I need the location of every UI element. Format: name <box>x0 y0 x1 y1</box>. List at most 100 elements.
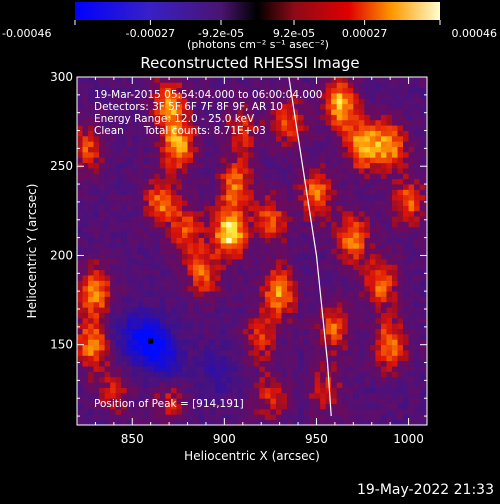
heatmap-cell <box>209 392 216 399</box>
heatmap-cell <box>93 226 100 233</box>
heatmap-cell <box>275 151 282 158</box>
heatmap-cell <box>397 307 404 313</box>
heatmap-cell <box>392 392 398 399</box>
heatmap-cell <box>204 387 211 394</box>
heatmap-cell <box>209 344 216 351</box>
heatmap-cell <box>198 232 205 239</box>
heatmap-cell <box>414 87 421 94</box>
heatmap-cell <box>82 360 89 367</box>
heatmap-cell <box>165 387 172 394</box>
heatmap-cell <box>88 382 94 388</box>
heatmap-cell <box>419 253 426 260</box>
heatmap-cell <box>298 93 304 99</box>
heatmap-cell <box>403 398 409 404</box>
heatmap-cell <box>386 184 393 190</box>
heatmap-cell <box>193 151 199 158</box>
heatmap-cell <box>231 307 238 313</box>
heatmap-cell <box>126 221 133 228</box>
heatmap-cell <box>88 323 94 330</box>
heatmap-cell <box>248 259 255 265</box>
heatmap-cell <box>298 221 304 228</box>
heatmap-cell <box>143 269 150 276</box>
heatmap-cell <box>264 119 271 126</box>
heatmap-cell <box>253 360 260 367</box>
heatmap-cell <box>198 216 205 222</box>
heatmap-cell <box>126 130 133 137</box>
heatmap-cell <box>209 291 216 297</box>
heatmap-cell <box>369 382 376 388</box>
heatmap-cell <box>408 200 415 206</box>
heatmap-cell <box>176 237 183 244</box>
heatmap-cell <box>193 317 199 324</box>
heatmap-cell <box>148 109 155 115</box>
heatmap-cell <box>259 350 266 356</box>
heatmap-cell <box>226 125 233 131</box>
heatmap-cell <box>143 398 150 404</box>
heatmap-cell <box>364 371 371 378</box>
heatmap-cell <box>331 328 338 335</box>
heatmap-cell <box>303 194 310 201</box>
heatmap-cell <box>198 328 205 335</box>
heatmap-cell <box>176 141 183 147</box>
heatmap-cell <box>226 109 233 115</box>
heatmap-cell <box>314 98 321 105</box>
heatmap-cell <box>336 87 343 94</box>
heatmap-cell <box>342 280 349 287</box>
heatmap-cell <box>242 119 249 126</box>
heatmap-cell <box>397 333 404 340</box>
heatmap-cell <box>99 82 106 89</box>
heatmap-cell <box>369 242 376 249</box>
heatmap-cell <box>414 168 421 174</box>
heatmap-cell <box>375 93 382 99</box>
heatmap-cell <box>182 280 188 287</box>
heatmap-cell <box>397 109 404 115</box>
heatmap-cell <box>132 355 139 362</box>
heatmap-cell <box>397 119 404 126</box>
heatmap-cell <box>336 210 343 217</box>
heatmap-cell <box>187 296 194 303</box>
heatmap-cell <box>397 382 404 388</box>
heatmap-cell <box>336 157 343 164</box>
heatmap-cell <box>320 146 327 153</box>
heatmap-cell <box>159 109 166 115</box>
heatmap-cell <box>358 226 365 233</box>
heatmap-cell <box>182 323 188 330</box>
heatmap-cell <box>408 269 415 276</box>
heatmap-cell <box>364 210 371 217</box>
heatmap-cell <box>209 419 216 425</box>
heatmap-cell <box>380 178 387 185</box>
heatmap-cell <box>309 333 316 340</box>
heatmap-cell <box>264 162 271 169</box>
heatmap-cell <box>375 173 382 180</box>
heatmap-cell <box>193 135 199 142</box>
heatmap-cell <box>270 339 277 346</box>
heatmap-cell <box>215 173 222 180</box>
heatmap-cell <box>132 259 139 265</box>
heatmap-cell <box>99 296 106 303</box>
heatmap-cell <box>154 419 161 425</box>
heatmap-cell <box>115 344 122 351</box>
heatmap-cell <box>231 189 238 196</box>
heatmap-cell <box>331 269 338 276</box>
heatmap-cell <box>403 216 409 222</box>
heatmap-cell <box>369 307 376 313</box>
heatmap-cell <box>104 355 111 362</box>
heatmap-cell <box>237 366 244 372</box>
heatmap-cell <box>314 87 321 94</box>
heatmap-cell <box>110 226 117 233</box>
heatmap-cell <box>425 168 427 174</box>
heatmap-cell <box>165 323 172 330</box>
heatmap-cell <box>342 275 349 281</box>
heatmap-cell <box>209 194 216 201</box>
heatmap-cell <box>88 178 94 185</box>
heatmap-cell <box>347 366 354 372</box>
heatmap-cell <box>198 135 205 142</box>
heatmap-cell <box>148 119 155 126</box>
heatmap-cell <box>253 125 260 131</box>
heatmap-cell <box>403 151 409 158</box>
heatmap-cell <box>298 168 304 174</box>
heatmap-cell <box>159 141 166 147</box>
heatmap-cell <box>275 93 282 99</box>
heatmap-cell <box>259 291 266 297</box>
heatmap-cell <box>193 114 199 121</box>
